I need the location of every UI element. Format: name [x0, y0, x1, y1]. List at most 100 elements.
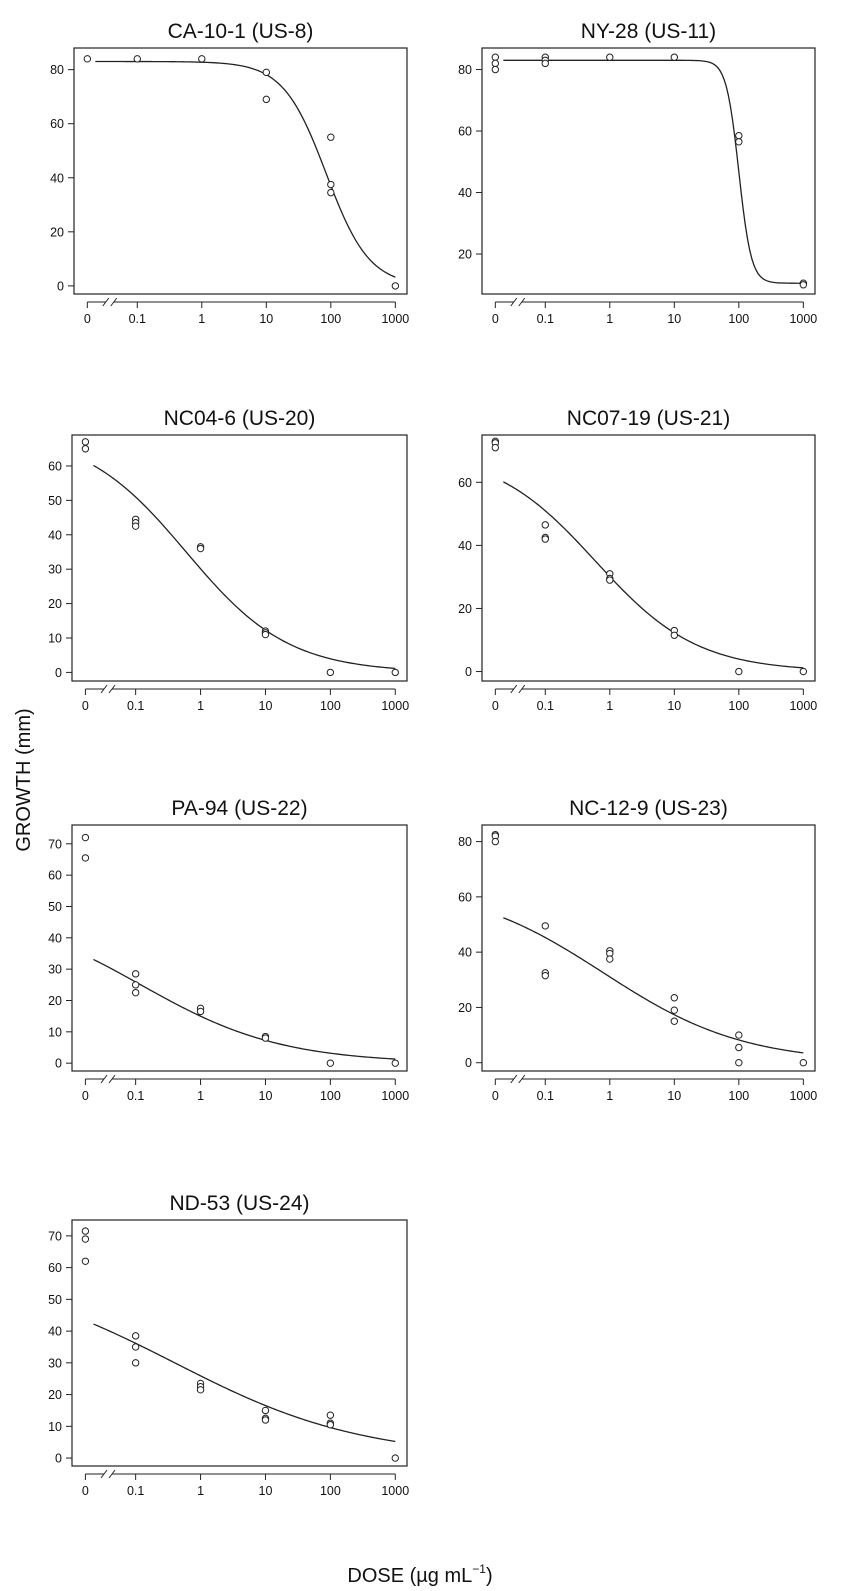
fitted-curve: [93, 464, 396, 670]
fitted-curve: [93, 1323, 396, 1443]
data-point: [491, 837, 500, 846]
axis-break-mark: [108, 1074, 116, 1084]
data-point: [261, 1416, 270, 1424]
y-tick-label: 20: [48, 1388, 62, 1402]
x-tick-label: 1: [606, 1089, 613, 1103]
x-tick-label: 10: [667, 1089, 681, 1103]
data-point: [606, 955, 614, 963]
data-point: [261, 630, 270, 639]
data-point: [326, 1421, 335, 1429]
axis-break-mark: [110, 297, 118, 307]
chart-panel: ND-53 (US-24) 0 10 20 30 40 50 60 70 0 0.1 1 10 100 10…: [48, 1192, 409, 1498]
x-tick-label: 100: [320, 1484, 341, 1498]
axis-break-mark: [102, 297, 110, 307]
data-point: [391, 668, 399, 677]
data-point: [670, 53, 679, 61]
y-tick-label: 0: [55, 1057, 62, 1071]
axis-break-mark: [100, 684, 108, 694]
x-tick-label: 0.1: [127, 699, 144, 713]
x-tick-label: 0.1: [537, 699, 554, 713]
chart-panel: NY-28 (US-11) 20 40 60 80 0 0.1 1 10 100 1000: [458, 20, 817, 326]
x-axis-label-close: ): [486, 1565, 493, 1587]
x-tick-label: 0: [492, 699, 499, 713]
panel-title: ND-53 (US-24): [169, 1192, 309, 1215]
y-tick-label: 0: [465, 665, 472, 679]
fitted-curve: [503, 59, 804, 284]
data-point: [606, 53, 614, 61]
y-tick-label: 30: [48, 963, 62, 977]
y-tick-label: 0: [57, 279, 64, 293]
y-tick-label: 20: [458, 248, 472, 262]
y-tick-label: 20: [48, 597, 62, 611]
plot-frame: [481, 434, 816, 682]
data-point: [491, 443, 500, 452]
y-tick-label: 60: [48, 869, 62, 883]
data-point: [735, 1031, 743, 1039]
data-point: [606, 576, 614, 584]
x-tick-label: 0: [84, 312, 91, 326]
x-tick-label: 100: [320, 699, 341, 713]
data-point: [735, 1043, 743, 1052]
data-point: [81, 1227, 90, 1235]
y-tick-label: 50: [48, 900, 62, 914]
x-tick-label: 10: [259, 699, 273, 713]
fitted-curve: [93, 958, 396, 1060]
data-point: [735, 131, 743, 140]
y-tick-label: 10: [48, 1025, 62, 1039]
data-point: [326, 1059, 335, 1067]
x-tick-label: 0: [82, 1089, 89, 1103]
x-tick-label: 100: [728, 1089, 749, 1103]
chart-panel: CA-10-1 (US-8) 0 20 40 60 80 0 0.1 1 10 100 1000: [50, 20, 409, 326]
panel-title: NC07-19 (US-21): [567, 407, 730, 430]
y-tick-label: 0: [55, 666, 62, 680]
data-point: [81, 854, 90, 862]
data-point: [391, 1059, 399, 1067]
x-tick-label: 0.1: [537, 312, 554, 326]
x-tick-label: 0.1: [129, 312, 146, 326]
plot-frame: [481, 47, 816, 295]
y-tick-label: 60: [50, 117, 64, 131]
y-tick-label: 60: [458, 890, 472, 904]
data-point: [491, 53, 500, 61]
data-point: [491, 65, 500, 74]
data-point: [131, 970, 140, 978]
chart-panel: NC-12-9 (US-23) 0 20 40 60 80 0 0.1 1 10 100 1000: [458, 797, 817, 1103]
plot-frame: [73, 47, 408, 295]
y-tick-label: 60: [458, 476, 472, 490]
x-tick-label: 100: [320, 1089, 341, 1103]
data-point: [81, 445, 90, 453]
axis-break-mark: [518, 684, 526, 694]
axis-break-mark: [510, 684, 518, 694]
y-tick-label: 60: [48, 1261, 62, 1275]
y-tick-label: 20: [458, 1001, 472, 1015]
data-point: [262, 68, 271, 77]
y-tick-label: 60: [458, 125, 472, 139]
plot-frame: [71, 824, 408, 1072]
fitted-curve: [503, 917, 804, 1054]
y-tick-label: 30: [48, 1356, 62, 1370]
plot-frame: [71, 1219, 408, 1467]
x-tick-label: 1000: [789, 1089, 817, 1103]
data-point: [262, 95, 271, 104]
x-tick-label: 100: [728, 312, 749, 326]
data-point: [131, 981, 140, 989]
chart-panel: NC04-6 (US-20) 0 10 20 30 40 50 60 0 0.1 1 10 100 100…: [48, 407, 409, 713]
data-point: [541, 971, 549, 980]
data-point: [391, 282, 400, 290]
data-point: [131, 1343, 140, 1351]
x-tick-label: 1: [197, 1484, 204, 1498]
x-axis-label: DOSE (µg mL−1): [347, 1562, 492, 1587]
y-tick-label: 30: [48, 563, 62, 577]
data-point: [541, 922, 549, 930]
x-tick-label: 1000: [381, 1089, 409, 1103]
axis-break-mark: [108, 1469, 116, 1479]
axis-break-mark: [100, 1469, 108, 1479]
x-tick-label: 0: [492, 312, 499, 326]
y-tick-label: 80: [50, 63, 64, 77]
y-axis-label: GROWTH (mm): [13, 708, 35, 851]
data-point: [327, 188, 335, 197]
data-point: [261, 1034, 270, 1042]
chart-panel: NC07-19 (US-21) 0 20 40 60 0 0.1 1 10 100 1000: [458, 407, 817, 713]
